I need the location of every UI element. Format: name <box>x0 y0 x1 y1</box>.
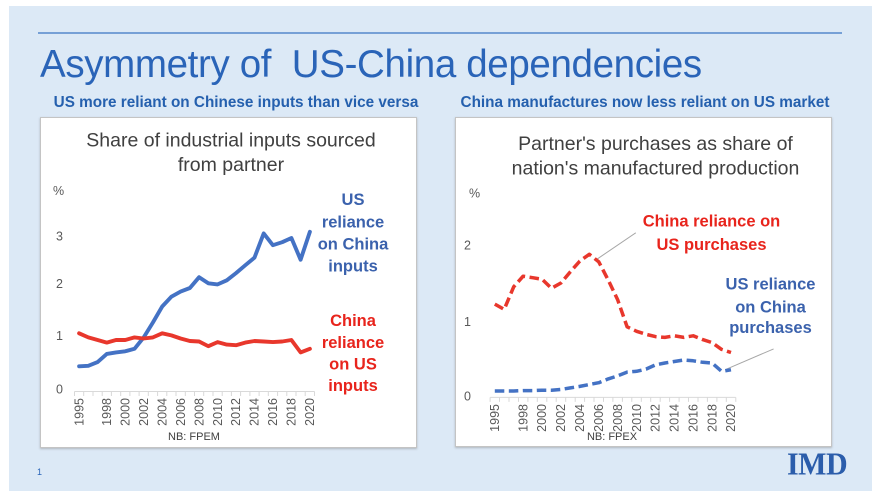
svg-text:US: US <box>342 191 365 209</box>
svg-text:1995: 1995 <box>72 398 86 426</box>
svg-text:2018: 2018 <box>285 398 299 426</box>
svg-text:2008: 2008 <box>192 398 206 426</box>
svg-text:2: 2 <box>464 239 471 253</box>
svg-text:on China: on China <box>735 298 806 316</box>
svg-text:inputs: inputs <box>328 377 378 395</box>
svg-text:Share of industrial inputs sou: Share of industrial inputs sourced <box>86 130 375 152</box>
svg-text:2014: 2014 <box>668 404 682 432</box>
svg-text:2010: 2010 <box>211 398 225 426</box>
svg-text:2012: 2012 <box>649 404 663 432</box>
svg-text:%: % <box>469 187 480 201</box>
svg-text:0: 0 <box>464 390 471 404</box>
svg-text:1995: 1995 <box>488 404 502 432</box>
svg-text:Partner's purchases as share o: Partner's purchases as share of <box>518 133 793 155</box>
svg-text:2016: 2016 <box>686 404 700 432</box>
svg-text:inputs: inputs <box>328 258 378 276</box>
svg-text:1998: 1998 <box>516 404 530 432</box>
svg-text:2006: 2006 <box>174 398 188 426</box>
svg-text:reliance: reliance <box>322 214 384 232</box>
svg-text:2: 2 <box>56 277 63 291</box>
svg-text:2004: 2004 <box>573 404 587 432</box>
svg-text:NB: FPEX: NB: FPEX <box>587 431 638 443</box>
svg-text:purchases: purchases <box>729 319 812 337</box>
svg-text:China reliance on: China reliance on <box>643 213 781 231</box>
svg-text:2006: 2006 <box>592 404 606 432</box>
svg-text:from partner: from partner <box>178 154 285 176</box>
svg-text:2002: 2002 <box>554 404 568 432</box>
svg-text:1998: 1998 <box>100 398 114 426</box>
svg-text:2004: 2004 <box>155 398 169 426</box>
svg-text:3: 3 <box>56 230 63 244</box>
svg-text:nation's manufactured producti: nation's manufactured production <box>512 158 800 180</box>
svg-text:0: 0 <box>56 383 63 397</box>
svg-text:2008: 2008 <box>611 404 625 432</box>
svg-text:2020: 2020 <box>303 398 317 426</box>
svg-text:US reliance: US reliance <box>726 275 816 293</box>
svg-text:on US: on US <box>329 356 377 374</box>
svg-text:2016: 2016 <box>266 398 280 426</box>
svg-text:2020: 2020 <box>724 404 738 432</box>
svg-text:2010: 2010 <box>630 404 644 432</box>
svg-text:on China: on China <box>318 236 389 254</box>
svg-text:reliance: reliance <box>322 334 384 352</box>
svg-text:2014: 2014 <box>248 398 262 426</box>
svg-text:US purchases: US purchases <box>656 236 766 254</box>
svg-text:2002: 2002 <box>137 398 151 426</box>
svg-text:2000: 2000 <box>535 404 549 432</box>
svg-text:1: 1 <box>464 315 471 329</box>
svg-text:%: % <box>53 184 64 198</box>
svg-text:1: 1 <box>56 329 63 343</box>
svg-text:China: China <box>330 312 377 330</box>
svg-text:NB: FPEM: NB: FPEM <box>168 431 220 443</box>
svg-text:2000: 2000 <box>118 398 132 426</box>
svg-text:2018: 2018 <box>705 404 719 432</box>
svg-text:2012: 2012 <box>229 398 243 426</box>
